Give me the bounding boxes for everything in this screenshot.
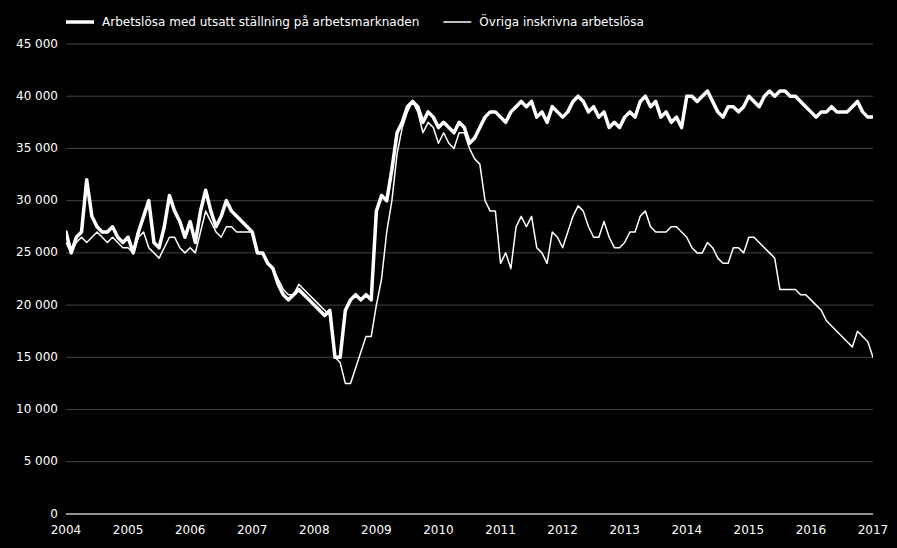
x-tick-label: 2013 xyxy=(609,523,640,537)
grid-line xyxy=(66,96,873,97)
legend-item: Arbetslösa med utsatt ställning på arbet… xyxy=(66,15,419,29)
y-tick-label: 0 xyxy=(50,507,58,521)
x-tick-label: 2008 xyxy=(299,523,330,537)
background xyxy=(0,0,897,548)
grid-line xyxy=(66,461,873,462)
x-tick-label: 2015 xyxy=(734,523,765,537)
series-line xyxy=(66,91,873,357)
legend-label: Arbetslösa med utsatt ställning på arbet… xyxy=(102,15,419,29)
legend-item: Övriga inskrivna arbetslösa xyxy=(443,13,643,29)
x-tick-label: 2005 xyxy=(113,523,144,537)
grid-line xyxy=(66,44,873,45)
legend: Arbetslösa med utsatt ställning på arbet… xyxy=(66,13,644,29)
y-tick-label: 5 000 xyxy=(24,454,58,468)
grid-line xyxy=(66,514,873,515)
y-grid xyxy=(66,44,873,514)
x-tick-label: 2009 xyxy=(361,523,392,537)
x-tick-label: 2011 xyxy=(485,523,516,537)
y-tick-label: 40 000 xyxy=(16,89,58,103)
y-tick-label: 45 000 xyxy=(16,37,58,51)
grid-line xyxy=(66,200,873,201)
x-tick-label: 2012 xyxy=(547,523,578,537)
y-tick-label: 10 000 xyxy=(16,402,58,416)
grid-line xyxy=(66,357,873,358)
x-tick-label: 2007 xyxy=(237,523,268,537)
y-tick-labels: 0 5 000 10 000 15 000 20 000 25 000 30 000 35 0… xyxy=(16,37,58,521)
chart: 0 5 000 10 000 15 000 20 000 25 000 30 000 35 0… xyxy=(0,0,897,548)
y-tick-label: 20 000 xyxy=(16,298,58,312)
y-tick-label: 30 000 xyxy=(16,193,58,207)
x-tick-label: 2004 xyxy=(51,523,82,537)
x-tick-labels: 2004 2005 2006 2007 2008 2009 2010 2011 2012 2013… xyxy=(51,523,889,537)
legend-swatch xyxy=(443,21,471,23)
grid-line xyxy=(66,252,873,253)
x-tick-label: 2014 xyxy=(671,523,702,537)
y-tick-label: 35 000 xyxy=(16,141,58,155)
x-tick-label: 2016 xyxy=(796,523,827,537)
grid-line xyxy=(66,409,873,410)
x-tick-label: 2006 xyxy=(175,523,206,537)
grid-line xyxy=(66,305,873,306)
legend-swatch xyxy=(66,20,94,24)
x-tick-label: 2017 xyxy=(858,523,889,537)
x-axis-line xyxy=(66,514,873,515)
y-tick-label: 15 000 xyxy=(16,350,58,364)
x-tick-label: 2010 xyxy=(423,523,454,537)
lines xyxy=(66,91,873,383)
legend-label: Övriga inskrivna arbetslösa xyxy=(479,13,643,29)
y-tick-label: 25 000 xyxy=(16,245,58,259)
